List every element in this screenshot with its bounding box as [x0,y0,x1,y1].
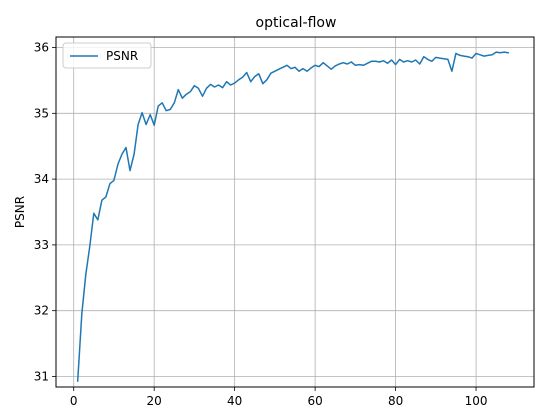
y-tick-label: 31 [34,369,49,383]
y-tick-label: 35 [34,106,49,120]
axis-ticks: 0 20 40 60 80 100 31 32 33 34 35 36 [34,41,488,408]
x-tick-label: 100 [465,394,488,408]
legend-box [62,42,152,69]
grid-lines [56,37,534,387]
x-tick-label: 60 [307,394,322,408]
y-tick-label: 36 [34,41,49,55]
legend: PSNR [62,42,152,69]
y-tick-label: 32 [34,304,49,318]
series-layer [76,51,510,382]
y-tick-label: 33 [34,238,49,252]
x-tick-label: 40 [227,394,242,408]
y-tick-label: 34 [34,172,49,186]
x-tick-label: 80 [388,394,403,408]
plot-frame [55,36,535,388]
x-tick-label: 20 [147,394,162,408]
series-line-psnr [76,51,510,382]
x-tick-label: 0 [70,394,78,408]
chart-title: optical-flow [256,15,337,31]
legend-series-label: PSNR [106,49,138,63]
y-axis-label: PSNR [13,196,27,228]
